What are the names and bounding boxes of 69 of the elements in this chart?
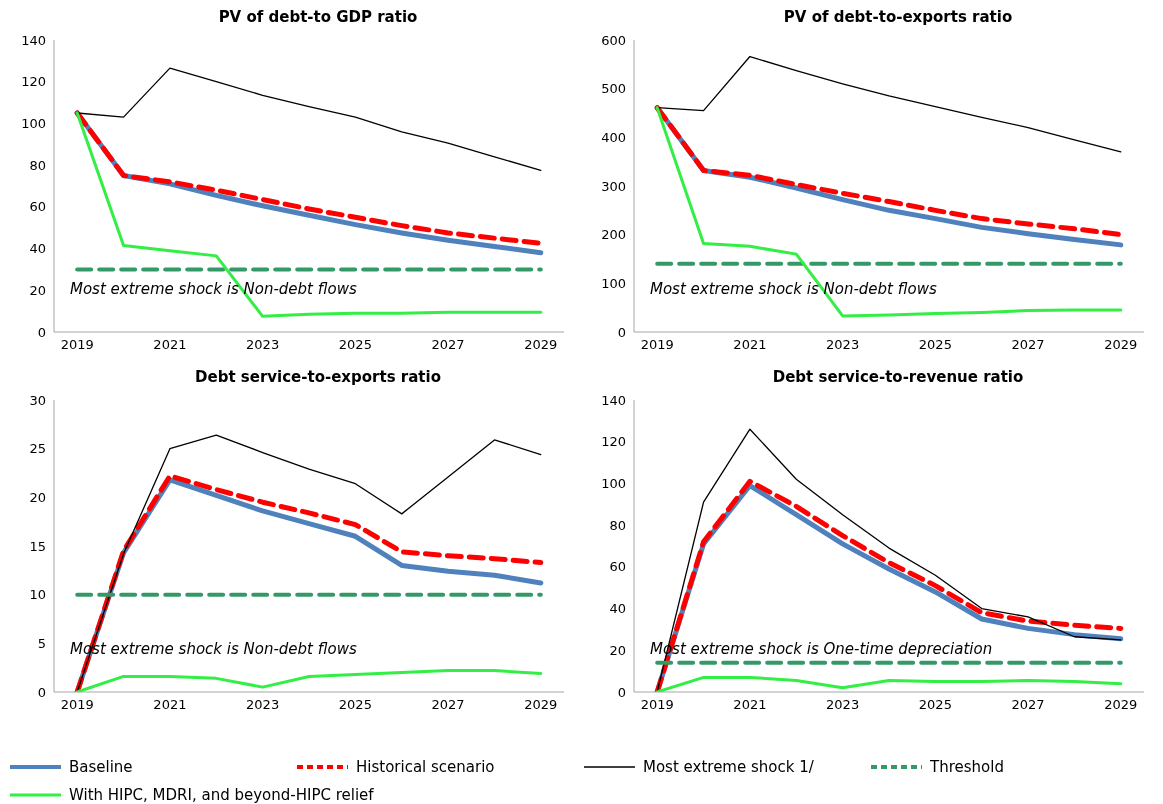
y-tick-label: 100 (21, 116, 46, 132)
x-tick-label: 2025 (338, 337, 372, 353)
x-tick-label: 2029 (524, 337, 558, 353)
y-tick-label: 0 (617, 684, 626, 700)
x-tick-label: 2027 (1011, 697, 1045, 713)
y-tick-label: 0 (37, 684, 46, 700)
x-tick-label: 2023 (246, 337, 280, 353)
chart-title: Debt service-to-revenue ratio (771, 368, 1025, 388)
y-tick-label: 80 (29, 157, 46, 173)
x-tick-label: 2029 (524, 697, 558, 713)
x-tick-label: 2019 (640, 697, 674, 713)
x-tick-label: 2021 (153, 337, 187, 353)
y-tick-label: 0 (617, 324, 626, 340)
y-tick-label: 300 (601, 178, 626, 194)
x-tick-label: 2025 (338, 697, 372, 713)
x-tick-label: 2023 (826, 697, 860, 713)
y-tick-label: 40 (29, 241, 46, 257)
legend-label: Baseline (69, 758, 133, 776)
y-tick-label: 60 (609, 559, 626, 575)
y-tick-label: 200 (601, 227, 626, 243)
y-tick-label: 5 (37, 635, 46, 651)
legend-label: Most extreme shock 1/ (643, 758, 814, 776)
y-tick-label: 40 (609, 601, 626, 617)
y-tick-label: 100 (601, 275, 626, 291)
y-tick-label: 100 (601, 476, 626, 492)
y-tick-label: 140 (601, 392, 626, 408)
legend-label: With HIPC, MDRI, and beyond-HIPC relief (69, 786, 374, 804)
x-tick-label: 2021 (733, 697, 767, 713)
chart-title: PV of debt-to-exports ratio (782, 8, 1014, 28)
x-tick-label: 2027 (431, 697, 465, 713)
x-tick-label: 2021 (153, 697, 187, 713)
x-tick-label: 2019 (60, 697, 94, 713)
x-tick-label: 2019 (640, 337, 674, 353)
y-tick-label: 0 (37, 324, 46, 340)
chart-title: PV of debt-to GDP ratio (217, 8, 419, 28)
y-tick-label: 500 (601, 81, 626, 97)
annotation: Most extreme shock is Non-debt flows (70, 280, 357, 298)
y-tick-label: 120 (21, 74, 46, 90)
y-tick-label: 20 (609, 642, 626, 658)
x-tick-label: 2027 (1011, 337, 1045, 353)
y-tick-label: 140 (21, 32, 46, 48)
y-tick-label: 25 (29, 441, 46, 457)
x-tick-label: 2023 (826, 337, 860, 353)
line-series (656, 55, 1122, 153)
y-tick-label: 400 (601, 129, 626, 145)
x-tick-label: 2027 (431, 337, 465, 353)
legend-label: Historical scenario (356, 758, 495, 776)
y-tick-label: 20 (29, 282, 46, 298)
y-tick-label: 20 (29, 489, 46, 505)
y-tick-label: 15 (29, 538, 46, 554)
line-series (75, 669, 543, 692)
y-tick-label: 60 (29, 199, 46, 215)
x-tick-label: 2029 (1104, 697, 1138, 713)
line-series (655, 675, 1123, 692)
x-tick-label: 2029 (1104, 337, 1138, 353)
y-tick-label: 80 (609, 517, 626, 533)
x-tick-label: 2021 (733, 337, 767, 353)
y-tick-label: 10 (29, 587, 46, 603)
x-tick-label: 2025 (918, 697, 952, 713)
x-tick-label: 2019 (60, 337, 94, 353)
annotation: Most extreme shock is Non-debt flows (650, 280, 937, 298)
line-series (76, 67, 542, 172)
x-tick-label: 2023 (246, 697, 280, 713)
y-tick-label: 120 (601, 434, 626, 450)
y-tick-label: 600 (601, 32, 626, 48)
chart-title: Debt service-to-exports ratio (194, 368, 442, 388)
x-tick-label: 2025 (918, 337, 952, 353)
y-tick-label: 30 (29, 392, 46, 408)
legend-label: Threshold (930, 758, 1004, 776)
